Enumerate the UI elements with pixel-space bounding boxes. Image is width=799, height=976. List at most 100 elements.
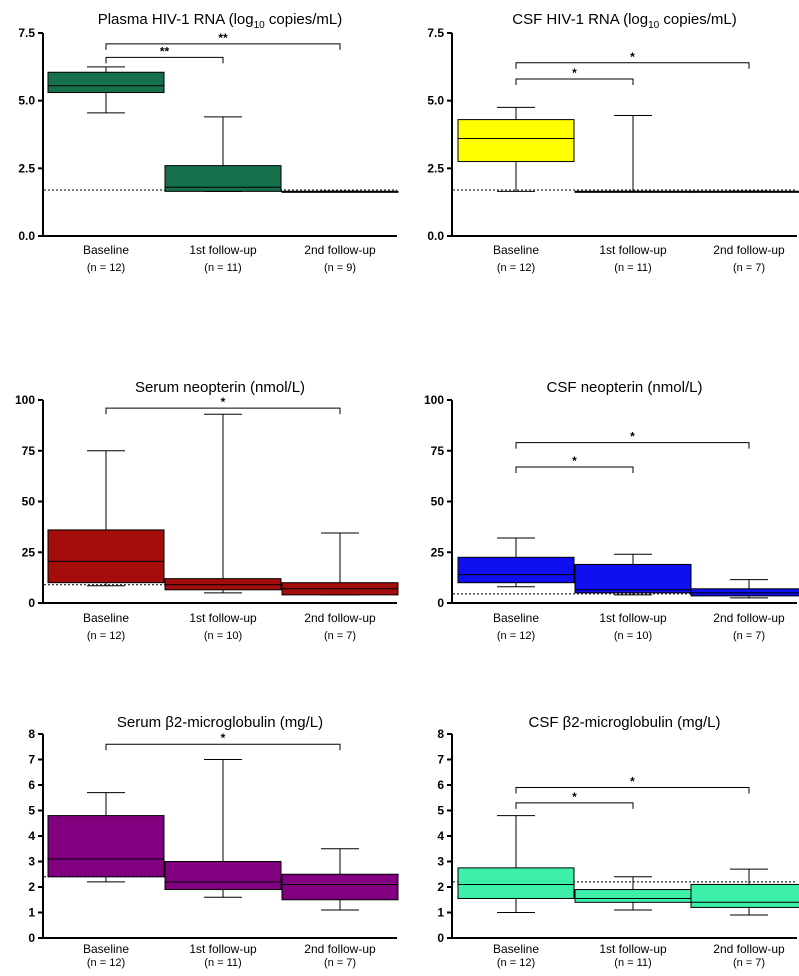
y-tick-label: 2 (437, 880, 444, 894)
y-tick-label: 50 (431, 495, 445, 509)
box-2nd-follow-up (690, 579, 799, 599)
iqr-box (574, 563, 692, 594)
chart-title: CSF β2-microglobulin (mg/L) (528, 714, 720, 731)
n-label: (n = 10) (204, 630, 242, 642)
significance-bracket: * (515, 430, 750, 449)
significance-label: ** (218, 31, 228, 45)
category-label: Baseline (83, 243, 129, 257)
y-tick-label: 1 (28, 906, 35, 920)
category-label: Baseline (83, 942, 129, 956)
category-label: 1st follow-up (189, 942, 257, 956)
y-tick-label: 6 (28, 778, 35, 792)
chart-title-text: Plasma HIV-1 RNA (log (98, 11, 254, 28)
n-label: (n = 12) (497, 262, 535, 274)
box-1st-follow-up (574, 876, 692, 911)
y-tick-label: 0.0 (18, 229, 35, 243)
chart-panel: Serum β2-microglobulin (mg/L) 0 1 2 3 4 5 6 7 8 Ba… (28, 714, 399, 969)
significance-bracket: * (515, 454, 634, 473)
n-label: (n = 12) (87, 630, 125, 642)
y-tick-label: 75 (22, 444, 36, 458)
category-label: Baseline (493, 243, 539, 257)
iqr-box (457, 119, 575, 163)
chart-title: Plasma HIV-1 RNA (log10 copies/mL) (98, 11, 343, 31)
y-tick-label: 25 (22, 545, 36, 559)
bracket-line (105, 407, 341, 415)
y-tick-label: 0 (437, 596, 444, 610)
box-baseline (47, 792, 165, 883)
y-tick-label: 3 (28, 855, 35, 869)
y-tick-label: 100 (424, 393, 444, 407)
category-label: 1st follow-up (189, 243, 257, 257)
y-tick-label: 2.5 (18, 161, 35, 175)
n-label: (n = 7) (324, 957, 356, 969)
significance-label: * (630, 775, 635, 789)
chart-title-subscript: 10 (254, 20, 266, 31)
chart-title-text: Serum neopterin (nmol/L) (135, 379, 305, 396)
y-tick-label: 1 (437, 906, 444, 920)
category-label: 2nd follow-up (713, 243, 785, 257)
n-label: (n = 11) (614, 262, 651, 274)
bracket-line (515, 442, 750, 449)
significance-label: ** (160, 44, 170, 58)
significance-bracket: * (515, 66, 634, 86)
iqr-box (164, 861, 282, 891)
bracket-line (105, 56, 224, 64)
iqr-box (47, 815, 165, 878)
n-label: (n = 10) (614, 630, 652, 642)
n-label: (n = 7) (733, 957, 765, 969)
box-1st-follow-up (164, 116, 282, 192)
chart-title-suffix: copies/mL) (659, 11, 737, 28)
y-tick-label: 6 (437, 778, 444, 792)
bracket-line (515, 787, 750, 794)
chart-title-text: CSF HIV-1 RNA (log (512, 11, 648, 28)
chart-title-suffix: copies/mL) (265, 11, 343, 28)
category-label: 2nd follow-up (304, 942, 376, 956)
box-1st-follow-up (164, 413, 282, 594)
chart-title-subscript: 10 (648, 20, 660, 31)
box-baseline (47, 66, 165, 114)
box-2nd-follow-up (690, 868, 799, 916)
iqr-box (574, 889, 692, 903)
category-label: 1st follow-up (189, 611, 257, 625)
y-tick-label: 7 (28, 753, 35, 767)
y-tick-label: 7.5 (18, 26, 35, 40)
y-tick-label: 7.5 (427, 26, 444, 40)
iqr-box (281, 873, 399, 901)
significance-label: * (572, 66, 577, 80)
iqr-box (457, 556, 575, 584)
box-1st-follow-up (164, 759, 282, 898)
n-label: (n = 12) (87, 957, 125, 969)
bracket-line (105, 43, 341, 50)
significance-label: * (572, 454, 577, 468)
y-tick-label: 2.5 (427, 161, 444, 175)
category-label: 2nd follow-up (304, 243, 376, 257)
y-tick-label: 7 (437, 753, 444, 767)
y-tick-label: 4 (437, 829, 444, 843)
chart-panel: CSF β2-microglobulin (mg/L) 0 1 2 3 4 5 6 7 8 Base… (437, 714, 799, 969)
category-label: Baseline (493, 611, 539, 625)
y-tick-label: 5 (437, 804, 444, 818)
y-tick-label: 3 (437, 855, 444, 869)
category-label: 1st follow-up (599, 611, 667, 625)
y-tick-label: 0 (28, 596, 35, 610)
y-tick-label: 8 (437, 727, 444, 741)
chart-title: Serum β2-microglobulin (mg/L) (117, 714, 323, 731)
box-baseline (457, 815, 575, 913)
box-baseline (457, 537, 575, 588)
significance-label: * (630, 430, 635, 444)
chart-panel: CSF HIV-1 RNA (log10 copies/mL) 0.0 2.5 5.0… (427, 11, 799, 274)
chart-title: CSF HIV-1 RNA (log10 copies/mL) (512, 11, 737, 31)
chart-title-text: CSF β2-microglobulin (mg/L) (528, 714, 720, 731)
significance-bracket: * (515, 50, 750, 69)
box-baseline (457, 106, 575, 192)
iqr-box (47, 529, 165, 584)
iqr-box (690, 588, 799, 597)
chart-panel: Plasma HIV-1 RNA (log10 copies/mL) 0.0 2.5… (18, 11, 399, 274)
iqr-box (457, 867, 575, 899)
n-label: (n = 7) (733, 630, 765, 642)
chart-title: Serum neopterin (nmol/L) (135, 379, 305, 396)
iqr-box (690, 883, 799, 908)
box-2nd-follow-up (281, 190, 399, 193)
n-label: (n = 12) (497, 957, 535, 969)
